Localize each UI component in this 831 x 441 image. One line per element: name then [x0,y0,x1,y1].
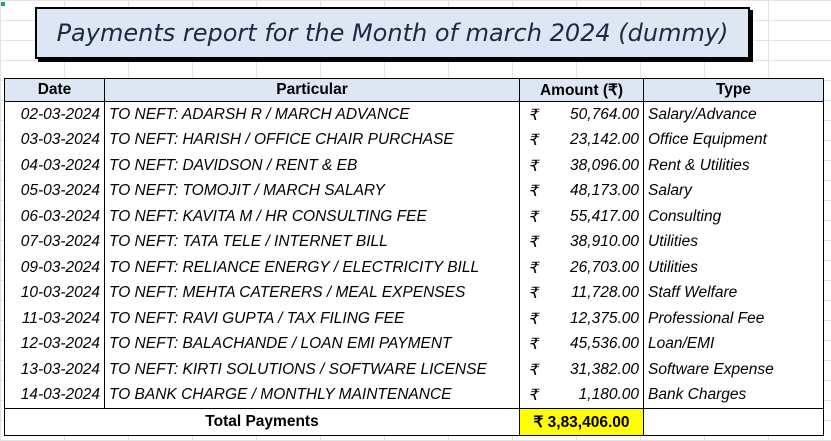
particular-cell[interactable]: TO NEFT: TATA TELE / INTERNET BILL [104,229,520,255]
type-cell[interactable]: Salary [643,178,824,204]
amount-cell[interactable]: ₹55,417.00 [519,204,644,230]
particular-cell[interactable]: TO NEFT: BALACHANDE / LOAN EMI PAYMENT [104,331,520,357]
date-cell[interactable]: 09-03-2024 [4,255,105,281]
particular-cell[interactable]: TO NEFT: RAVI GUPTA / TAX FILING FEE [104,306,520,332]
amount-cell[interactable]: ₹1,180.00 [519,382,644,409]
date-cell[interactable]: 04-03-2024 [4,153,105,179]
total-label-cell[interactable]: Total Payments [4,408,520,436]
rupee-symbol: ₹ [528,234,538,252]
type-cell[interactable]: Professional Fee [643,306,824,332]
particular-cell[interactable]: TO NEFT: KIRTI SOLUTIONS / SOFTWARE LICE… [104,357,520,383]
amount-value: 31,382.00 [570,360,639,378]
type-cell[interactable]: Software Expense [643,357,824,383]
rupee-symbol: ₹ [528,361,538,379]
amount-value: 26,703.00 [570,258,639,276]
rupee-symbol: ₹ [528,336,538,354]
type-cell[interactable]: Bank Charges [643,382,824,409]
amount-cell[interactable]: ₹38,910.00 [519,229,644,255]
amount-value: 38,910.00 [570,233,639,251]
type-cell[interactable]: Salary/Advance [643,101,824,128]
particular-cell[interactable]: TO BANK CHARGE / MONTHLY MAINTENANCE [104,382,520,409]
type-cell[interactable]: Utilities [643,229,824,255]
total-row: Total Payments ₹ 3,83,406.00 [4,408,824,436]
table-row: 05-03-2024 TO NEFT: TOMOJIT / MARCH SALA… [4,178,824,204]
amount-value: 48,173.00 [570,182,639,200]
amount-value: 12,375.00 [570,309,639,327]
table-row: 14-03-2024 TO BANK CHARGE / MONTHLY MAIN… [4,382,824,409]
report-title: Payments report for the Month of march 2… [35,7,750,59]
rupee-symbol: ₹ [528,132,538,150]
rupee-symbol: ₹ [528,208,538,226]
amount-value: 50,764.00 [570,105,639,123]
amount-cell[interactable]: ₹12,375.00 [519,306,644,332]
particular-cell[interactable]: TO NEFT: KAVITA M / HR CONSULTING FEE [104,204,520,230]
table-row: 10-03-2024 TO NEFT: MEHTA CATERERS / MEA… [4,280,824,306]
particular-cell[interactable]: TO NEFT: MEHTA CATERERS / MEAL EXPENSES [104,280,520,306]
table-row: 02-03-2024 TO NEFT: ADARSH R / MARCH ADV… [4,101,824,128]
table-row: 13-03-2024 TO NEFT: KIRTI SOLUTIONS / SO… [4,357,824,383]
date-cell[interactable]: 06-03-2024 [4,204,105,230]
total-amount-cell[interactable]: ₹ 3,83,406.00 [519,408,644,436]
date-cell[interactable]: 05-03-2024 [4,178,105,204]
selection-corner-marker [1,2,5,6]
amount-cell[interactable]: ₹23,142.00 [519,127,644,153]
type-cell[interactable]: Utilities [643,255,824,281]
type-cell[interactable]: Loan/EMI [643,331,824,357]
rupee-symbol: ₹ [528,310,538,328]
rupee-symbol: ₹ [528,387,538,405]
type-cell[interactable]: Consulting [643,204,824,230]
rupee-symbol: ₹ [528,285,538,303]
date-cell[interactable]: 11-03-2024 [4,306,105,332]
amount-value: 1,180.00 [578,386,639,404]
rupee-symbol: ₹ [528,157,538,175]
date-cell[interactable]: 02-03-2024 [4,101,105,128]
amount-value: 23,142.00 [570,131,639,149]
amount-cell[interactable]: ₹45,536.00 [519,331,644,357]
amount-cell[interactable]: ₹31,382.00 [519,357,644,383]
amount-value: 38,096.00 [570,156,639,174]
amount-cell[interactable]: ₹38,096.00 [519,153,644,179]
table-row: 11-03-2024 TO NEFT: RAVI GUPTA / TAX FIL… [4,306,824,332]
type-cell[interactable]: Rent & Utilities [643,153,824,179]
particular-cell[interactable]: TO NEFT: DAVIDSON / RENT & EB [104,153,520,179]
header-particular[interactable]: Particular [104,78,520,102]
amount-cell[interactable]: ₹50,764.00 [519,101,644,128]
table-row: 03-03-2024 TO NEFT: HARISH / OFFICE CHAI… [4,127,824,153]
date-cell[interactable]: 10-03-2024 [4,280,105,306]
date-cell[interactable]: 14-03-2024 [4,382,105,409]
table-header-row: Date Particular Amount (₹) Type [4,78,824,102]
particular-cell[interactable]: TO NEFT: TOMOJIT / MARCH SALARY [104,178,520,204]
particular-cell[interactable]: TO NEFT: ADARSH R / MARCH ADVANCE [104,101,520,128]
amount-value: 55,417.00 [570,207,639,225]
particular-cell[interactable]: TO NEFT: HARISH / OFFICE CHAIR PURCHASE [104,127,520,153]
payments-table: Date Particular Amount (₹) Type 02-03-20… [4,78,824,436]
amount-cell[interactable]: ₹26,703.00 [519,255,644,281]
date-cell[interactable]: 13-03-2024 [4,357,105,383]
date-cell[interactable]: 03-03-2024 [4,127,105,153]
particular-cell[interactable]: TO NEFT: RELIANCE ENERGY / ELECTRICITY B… [104,255,520,281]
rupee-symbol: ₹ [528,183,538,201]
header-date[interactable]: Date [4,78,105,102]
header-amount[interactable]: Amount (₹) [519,78,644,102]
table-row: 12-03-2024 TO NEFT: BALACHANDE / LOAN EM… [4,331,824,357]
amount-value: 45,536.00 [570,335,639,353]
amount-value: 11,728.00 [571,284,639,302]
header-type[interactable]: Type [643,78,824,102]
total-type-cell[interactable] [643,408,824,436]
table-row: 07-03-2024 TO NEFT: TATA TELE / INTERNET… [4,229,824,255]
date-cell[interactable]: 12-03-2024 [4,331,105,357]
date-cell[interactable]: 07-03-2024 [4,229,105,255]
amount-cell[interactable]: ₹48,173.00 [519,178,644,204]
type-cell[interactable]: Office Equipment [643,127,824,153]
amount-cell[interactable]: ₹11,728.00 [519,280,644,306]
table-row: 09-03-2024 TO NEFT: RELIANCE ENERGY / EL… [4,255,824,281]
type-cell[interactable]: Staff Welfare [643,280,824,306]
table-row: 06-03-2024 TO NEFT: KAVITA M / HR CONSUL… [4,204,824,230]
rupee-symbol: ₹ [528,259,538,277]
rupee-symbol: ₹ [528,106,538,124]
table-row: 04-03-2024 TO NEFT: DAVIDSON / RENT & EB… [4,153,824,179]
